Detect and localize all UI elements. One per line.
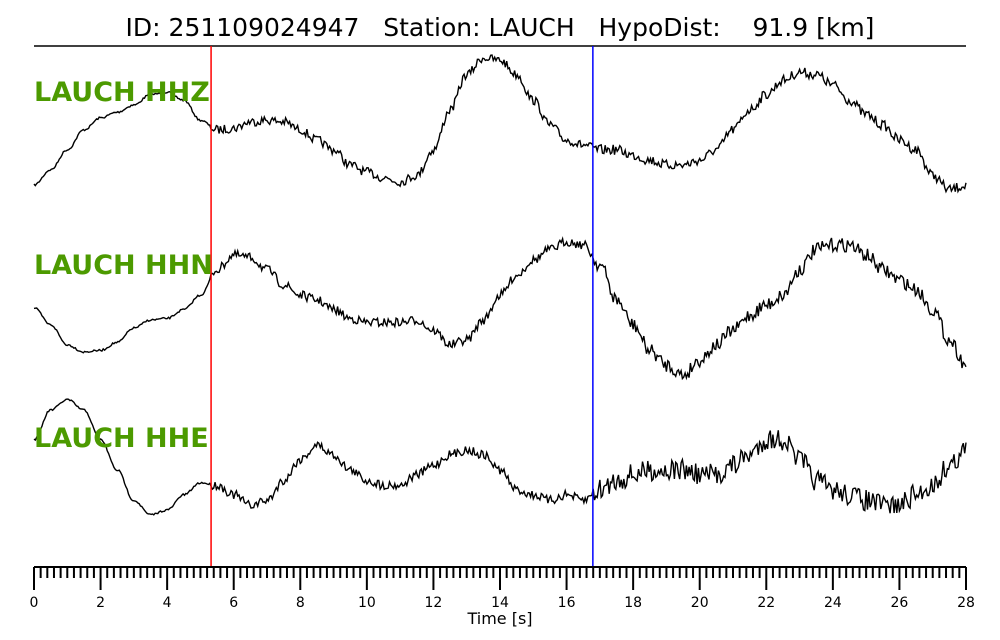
channel-labels: LAUCH HHZ LAUCH HHN LAUCH HHE bbox=[34, 77, 213, 454]
x-tick-label: 24 bbox=[824, 595, 842, 611]
x-axis: 0 2 4 6 8 10 12 14 16 18 20 22 24 26 28 bbox=[30, 566, 975, 611]
channel-label-hhn: LAUCH HHN bbox=[34, 250, 213, 281]
x-axis-label: Time [s] bbox=[466, 609, 532, 628]
x-tick-label: 22 bbox=[757, 595, 775, 611]
x-tick-label: 0 bbox=[30, 595, 39, 611]
x-tick-label: 2 bbox=[96, 595, 105, 611]
x-tick-label: 16 bbox=[558, 595, 576, 611]
chart-title: ID: 251109024947 Station: LAUCH HypoDist… bbox=[126, 13, 875, 42]
x-tick-label: 6 bbox=[229, 595, 238, 611]
trace-hhz bbox=[33, 54, 967, 194]
channel-label-hhe: LAUCH HHE bbox=[34, 423, 209, 454]
x-tick-label: 12 bbox=[425, 595, 443, 611]
x-tick-label: 14 bbox=[491, 595, 509, 611]
trace-hhe bbox=[33, 398, 967, 516]
channel-label-hhz: LAUCH HHZ bbox=[34, 77, 210, 108]
x-tick-label: 20 bbox=[691, 595, 709, 611]
x-tick-label: 28 bbox=[957, 595, 975, 611]
x-tick-label: 4 bbox=[163, 595, 172, 611]
x-tick-label: 18 bbox=[624, 595, 642, 611]
traces bbox=[33, 54, 967, 516]
phase-markers bbox=[210, 46, 594, 567]
x-tick-label: 8 bbox=[296, 595, 305, 611]
x-tick-label: 10 bbox=[358, 595, 376, 611]
trace-hhn bbox=[33, 236, 967, 381]
x-tick-label: 26 bbox=[891, 595, 909, 611]
